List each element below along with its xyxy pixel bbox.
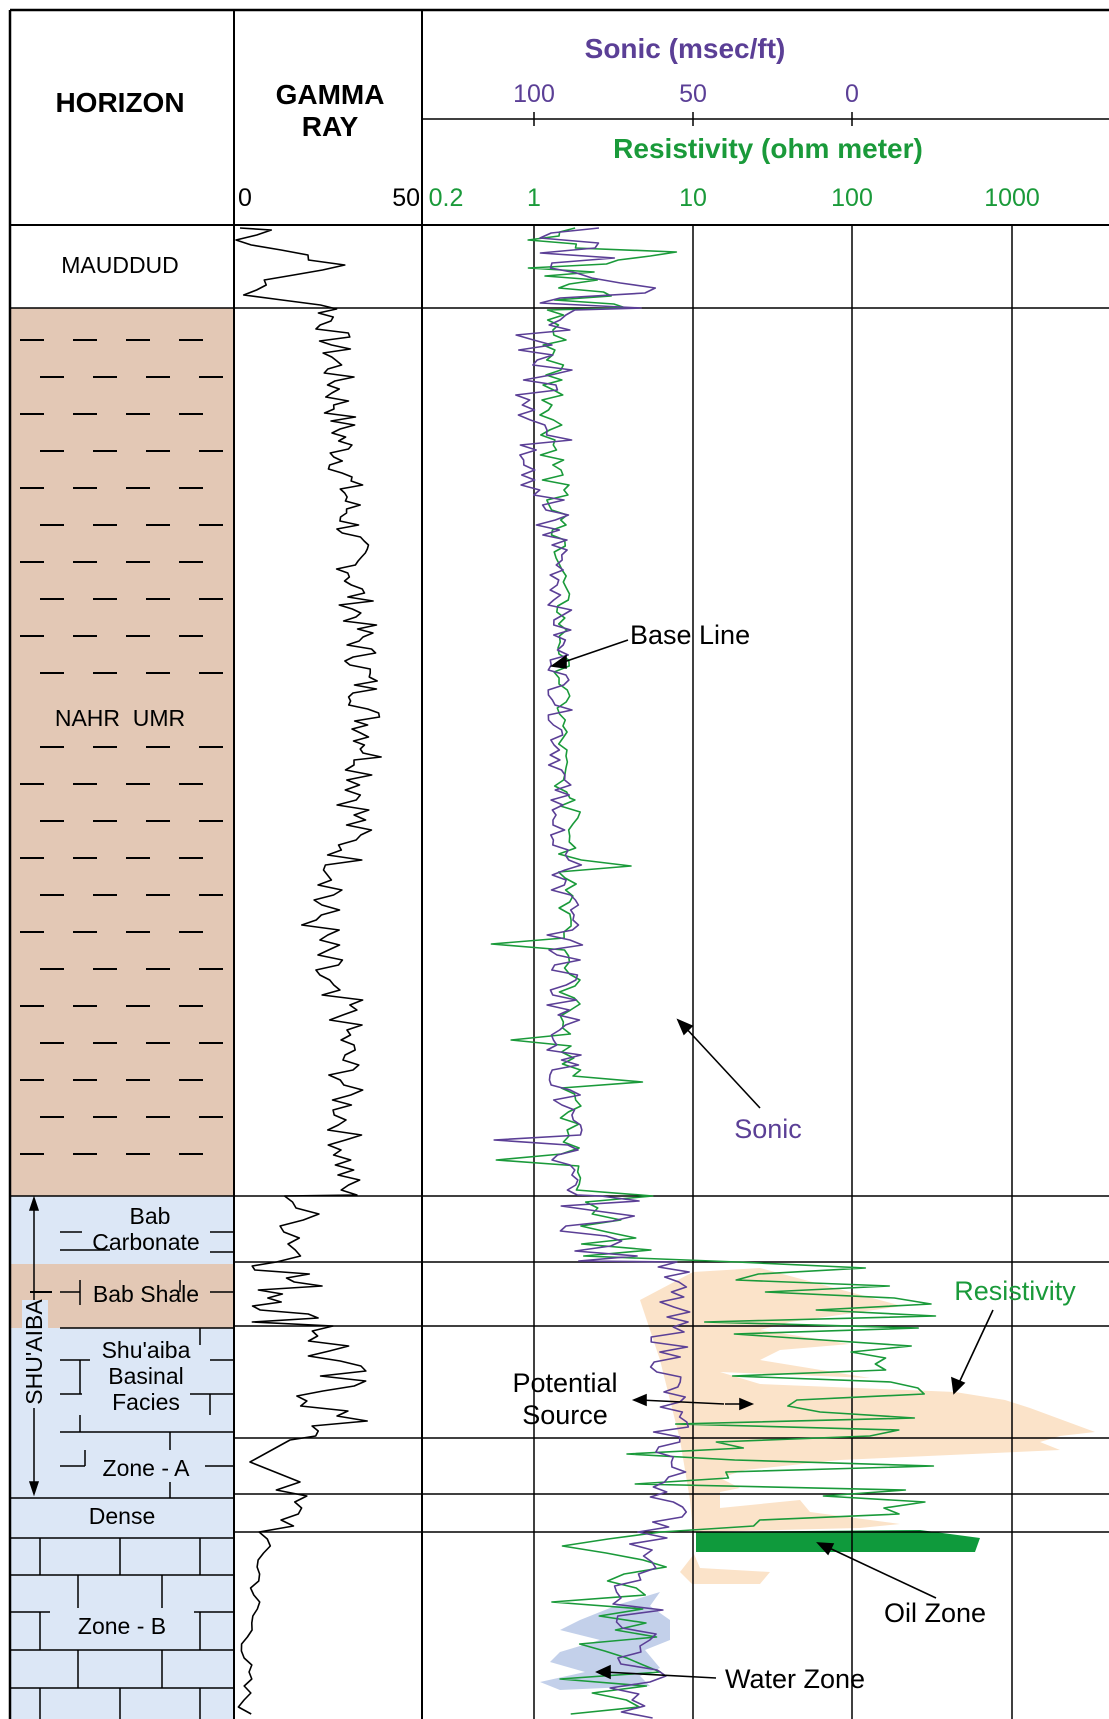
- potential-source-label-1: Potential: [512, 1368, 617, 1398]
- gamma-ray-header-line1: GAMMA: [276, 79, 385, 110]
- basinal-label-2: Basinal: [108, 1363, 183, 1389]
- limestone-brick-pattern: [10, 1538, 234, 1719]
- mauddud-label: MAUDDUD: [61, 252, 179, 278]
- shuaiba-bracket: [28, 1195, 40, 1497]
- base-line-label: Base Line: [630, 620, 750, 650]
- bab-carbonate-label-1: Bab: [130, 1203, 171, 1229]
- bab-shale-label: Bab Shale: [93, 1281, 199, 1307]
- annotation-arrows: [549, 639, 994, 1680]
- shale-dash-pattern: [20, 339, 223, 1293]
- resistivity-tick-10: 10: [679, 184, 707, 212]
- gamma-tick-0: 0: [238, 184, 252, 212]
- frame: [8, 8, 1109, 1719]
- lower-source-fill: [680, 1554, 770, 1584]
- oil-zone-label: Oil Zone: [884, 1598, 986, 1628]
- resistivity-tick-0-2: 0.2: [429, 184, 464, 212]
- resistivity-tick-1: 1: [527, 184, 541, 212]
- resistivity-tick-100: 100: [831, 184, 873, 212]
- oil-zone-fill: [696, 1530, 980, 1552]
- dense-fill: [10, 1498, 234, 1538]
- zone-a-label: Zone - A: [103, 1455, 191, 1481]
- sonic-label: Sonic: [734, 1114, 802, 1144]
- resistivity-curve: [490, 227, 937, 1715]
- bab-carbonate-fill: [10, 1196, 234, 1264]
- resistivity-tick-1000: 1000: [984, 184, 1040, 212]
- sonic-curve: [493, 227, 691, 1719]
- shuaiba-label: SHU'AIBA: [21, 1299, 47, 1405]
- basinal-label-1: Shu'aiba: [102, 1337, 191, 1363]
- bab-carbonate-label-2: Carbonate: [92, 1229, 199, 1255]
- horizon-header: HORIZON: [55, 87, 184, 118]
- zone-b-label: Zone - B: [78, 1613, 166, 1639]
- zone-a-fill: [10, 1440, 234, 1498]
- sonic-title: Sonic (msec/ft): [585, 33, 786, 64]
- horizon-internal-lines: [60, 1231, 234, 1498]
- track-grid: [533, 112, 1013, 1719]
- basinal-label-3: Facies: [112, 1389, 180, 1415]
- potential-source-label-2: Source: [522, 1400, 608, 1430]
- nahr-umr-label: NAHR UMR: [55, 705, 185, 731]
- gamma-ray-curve: [235, 227, 382, 1715]
- water-zone-label: Water Zone: [725, 1664, 865, 1694]
- gamma-ray-header-line2: RAY: [302, 111, 359, 142]
- sonic-tick-100: 100: [513, 80, 555, 108]
- gamma-tick-50: 50: [392, 184, 420, 212]
- resistivity-label: Resistivity: [954, 1276, 1076, 1306]
- nahr-umr-fill: [10, 308, 234, 1196]
- sonic-tick-50: 50: [679, 80, 707, 108]
- sonic-tick-0: 0: [845, 80, 859, 108]
- dense-label: Dense: [89, 1503, 155, 1529]
- horizon-column: [10, 308, 234, 1719]
- resistivity-title: Resistivity (ohm meter): [613, 133, 923, 164]
